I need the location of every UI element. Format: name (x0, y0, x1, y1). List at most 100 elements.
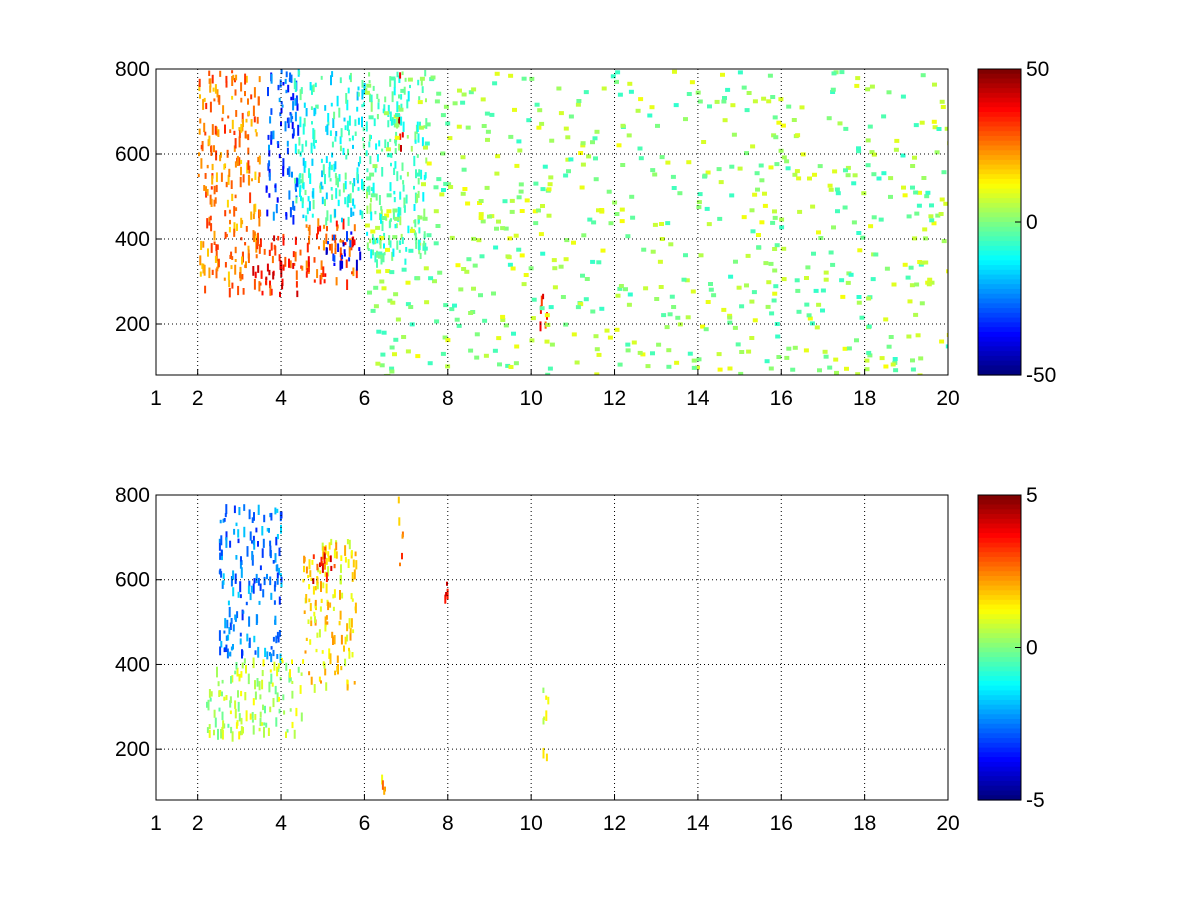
heatmap-cell (517, 148, 523, 153)
heatmap-cell (465, 125, 471, 130)
heatmap-cell (916, 203, 922, 208)
colorbar-band (978, 566, 1021, 572)
colorbar-band (978, 495, 1021, 501)
heatmap-cell (652, 222, 658, 227)
heatmap-cell (278, 708, 281, 714)
heatmap-cell (686, 160, 692, 165)
heatmap-cell (218, 538, 221, 544)
heatmap-cell (281, 104, 284, 108)
heatmap-cell (291, 690, 294, 699)
heatmap-cell (208, 729, 211, 738)
heatmap-cell (509, 198, 515, 203)
heatmap-cell (242, 119, 244, 127)
heatmap-cell (552, 285, 558, 290)
heatmap-cell (366, 83, 372, 88)
colorbar-band (978, 556, 1021, 563)
y-tick-label: 600 (115, 569, 150, 592)
heatmap-cell (727, 366, 733, 371)
heatmap-cell (924, 194, 930, 199)
heatmap-cell (416, 193, 419, 203)
heatmap-cell (357, 86, 360, 91)
colorbar-band (978, 370, 1021, 376)
heatmap-cell (500, 318, 506, 322)
heatmap-cell (370, 193, 376, 198)
heatmap-cell (216, 266, 219, 272)
heatmap-cell (224, 618, 227, 629)
heatmap-cell (383, 111, 389, 116)
heatmap-cell (346, 120, 349, 131)
heatmap-cell (319, 225, 322, 232)
heatmap-cell (308, 584, 311, 590)
heatmap-cell (466, 257, 472, 262)
heatmap-cell (410, 145, 413, 152)
heatmap-cell (259, 282, 262, 286)
heatmap-cell (714, 99, 720, 104)
colorbar-band (978, 757, 1021, 763)
heatmap-cell (351, 598, 354, 602)
heatmap-cell (357, 92, 360, 97)
x-tick-label: 18 (853, 812, 876, 835)
heatmap-cell (261, 722, 264, 726)
heatmap-cell (334, 234, 337, 243)
heatmap-cell (248, 176, 251, 186)
heatmap-region-3 (265, 69, 300, 225)
heatmap-cell (749, 208, 755, 213)
heatmap-cell (389, 182, 392, 192)
heatmap-cell (347, 87, 350, 94)
heatmap-cell (226, 619, 229, 629)
heatmap-cell (301, 265, 304, 271)
heatmap-cell (304, 650, 307, 654)
heatmap-cell (384, 213, 390, 218)
heatmap-cell (615, 293, 621, 298)
heatmap-cell (722, 118, 728, 123)
colorbar-band (978, 298, 1021, 304)
heatmap-cell (423, 231, 426, 239)
heatmap-cell (269, 540, 272, 547)
heatmap-cell (335, 188, 338, 199)
heatmap-cell (415, 236, 418, 244)
heatmap-cell (563, 173, 569, 178)
heatmap-cell (427, 361, 433, 366)
heatmap-cell (432, 279, 437, 284)
heatmap-cell (276, 654, 279, 659)
heatmap-cell (316, 577, 319, 584)
heatmap-cell (447, 136, 453, 141)
heatmap-cell (393, 167, 396, 175)
heatmap-cell (274, 245, 277, 256)
heatmap-cell (205, 102, 208, 110)
heatmap-cell (240, 237, 243, 241)
colorbar-band (978, 346, 1021, 352)
colorbar-band (978, 207, 1021, 214)
heatmap-cell (327, 551, 330, 557)
heatmap-cell (370, 197, 372, 203)
heatmap-cell (476, 238, 482, 243)
heatmap-cell (311, 213, 314, 218)
heatmap-cell (236, 720, 239, 726)
heatmap-cell (816, 302, 822, 307)
heatmap-cell (322, 582, 325, 589)
colorbar-band (978, 217, 1021, 223)
heatmap-cell (342, 218, 345, 230)
heatmap-cell (768, 165, 774, 170)
heatmap-cell (320, 556, 323, 566)
heatmap-cell (468, 348, 474, 353)
heatmap-cell (309, 570, 312, 578)
heatmap-cell (350, 550, 353, 556)
heatmap-cell (200, 240, 203, 250)
heatmap-cell (232, 570, 235, 580)
heatmap-cell (339, 610, 342, 620)
heatmap-cell (214, 125, 217, 135)
heatmap-cell (305, 140, 308, 147)
heatmap-cell (542, 718, 545, 725)
heatmap-cell (578, 151, 584, 155)
heatmap-region-3 (302, 538, 358, 693)
heatmap-cell (280, 107, 283, 114)
heatmap-cell (641, 247, 647, 252)
colorbar-band (978, 360, 1021, 367)
heatmap-cell (489, 112, 495, 117)
colorbar-band (978, 747, 1021, 753)
heatmap-cell (845, 173, 851, 178)
heatmap-cell (474, 332, 480, 337)
heatmap-cell (922, 227, 928, 232)
heatmap-cell (762, 191, 767, 196)
